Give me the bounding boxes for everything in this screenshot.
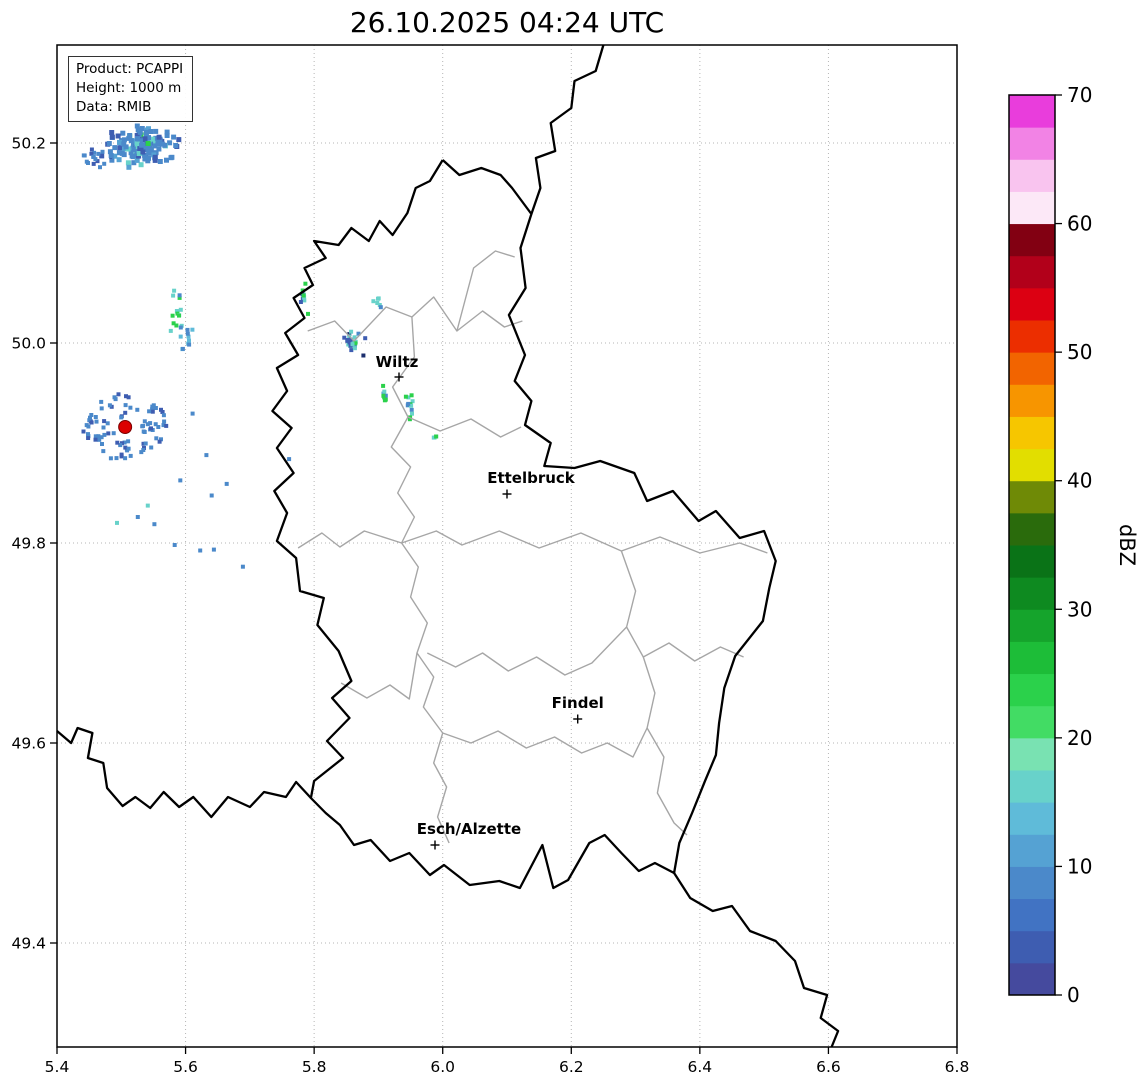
- y-tick-label: 49.6: [11, 735, 46, 753]
- plot-frame: [56, 44, 958, 1048]
- x-tick-label: 6.2: [559, 1058, 584, 1076]
- colorbar-tick-label: 10: [1067, 854, 1092, 878]
- x-tick-label: 6.6: [816, 1058, 841, 1076]
- info-source: Data: RMIB: [76, 98, 152, 115]
- x-tick-label: 5.8: [302, 1058, 327, 1076]
- colorbar-unit-label: dBZ: [1115, 524, 1139, 566]
- country-borders: [56, 44, 840, 1048]
- city-markers: Wiltz Ettelbruck Findel Esch/Alzette: [376, 353, 604, 850]
- colorbar-tick-label: 20: [1067, 726, 1092, 750]
- info-box: Product: PCAPPI Height: 1000 m Data: RMI…: [68, 56, 194, 122]
- district-borders: [297, 250, 768, 844]
- y-tick-label: 49.4: [11, 935, 46, 953]
- city-label: Esch/Alzette: [417, 820, 521, 838]
- x-tick-label: 6.8: [945, 1058, 970, 1076]
- radar-site-marker: [118, 420, 133, 434]
- colorbar-tick-label: 40: [1067, 469, 1092, 493]
- y-tick-label: 49.8: [11, 535, 46, 553]
- radar-echoes: [81, 123, 439, 569]
- city-label: Ettelbruck: [487, 469, 576, 487]
- x-tick-label: 5.4: [45, 1058, 70, 1076]
- colorbar-tick-label: 30: [1067, 597, 1092, 621]
- colorbar-tick-label: 70: [1067, 83, 1092, 107]
- colorbar: 0 10 20 30 40 50 60 70 dBZ: [1008, 83, 1139, 1007]
- x-tick-label: 6.4: [688, 1058, 713, 1076]
- info-height: Height: 1000 m: [76, 79, 182, 96]
- city-label: Findel: [552, 694, 604, 712]
- x-tick-label: 6.0: [430, 1058, 455, 1076]
- colorbar-tick-label: 0: [1067, 983, 1080, 1007]
- colorbar-tick-label: 50: [1067, 340, 1092, 364]
- colorbar-tick-label: 60: [1067, 212, 1092, 236]
- y-tick-label: 50.2: [11, 135, 46, 153]
- colorbar-frame: [1008, 94, 1056, 996]
- y-tick-label: 50.0: [11, 335, 46, 353]
- gridlines-and-ticks: 5.4 5.6 5.8 6.0 6.2 6.4 6.6 6.8 49.4 49.6 49.8 50.0…: [11, 45, 969, 1076]
- x-tick-label: 5.6: [173, 1058, 198, 1076]
- info-product: Product: PCAPPI: [76, 61, 184, 77]
- city-label: Wiltz: [376, 353, 419, 371]
- figure-title: 26.10.2025 04:24 UTC: [349, 6, 665, 39]
